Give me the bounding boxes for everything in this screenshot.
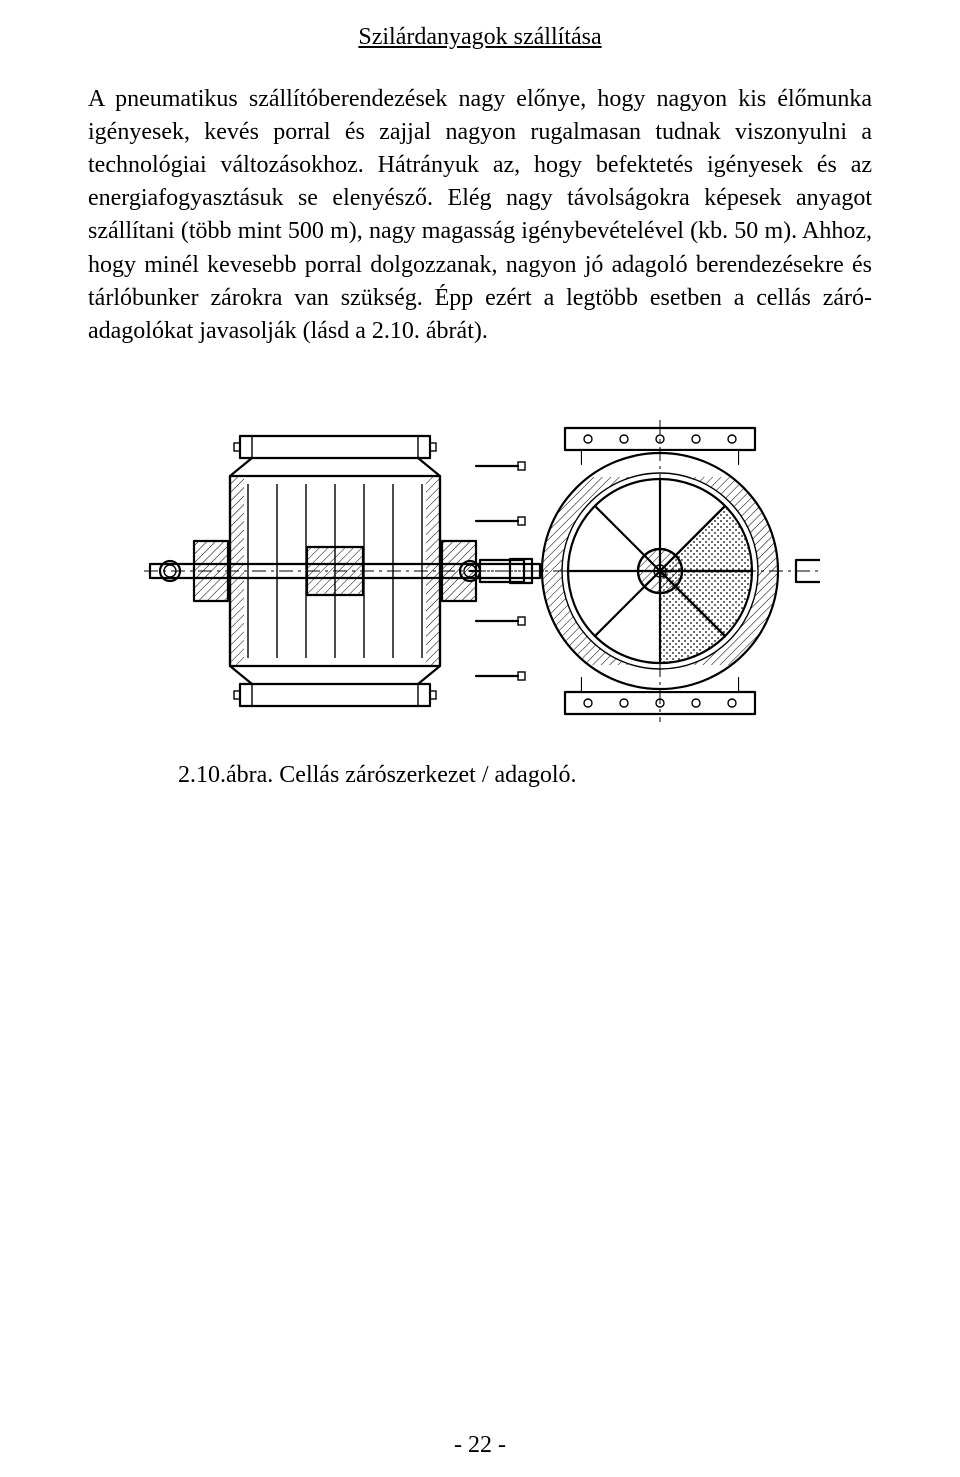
figure-container bbox=[88, 396, 872, 736]
page-number: - 22 - bbox=[0, 1432, 960, 1459]
body-paragraph: A pneumatikus szállítóberendezések nagy … bbox=[88, 83, 872, 348]
page-header-title: Szilárdanyagok szállítása bbox=[88, 24, 872, 51]
rotary-valve-figure bbox=[140, 396, 820, 736]
figure-caption: 2.10.ábra. Cellás zárószerkezet / adagol… bbox=[178, 762, 872, 789]
